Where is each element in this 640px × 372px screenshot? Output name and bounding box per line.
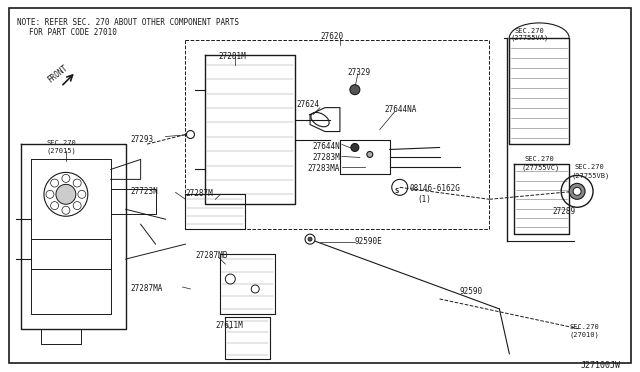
Text: J27100JW: J27100JW [581, 361, 621, 370]
Text: SEC.270: SEC.270 [515, 28, 544, 34]
Circle shape [252, 285, 259, 293]
Text: SEC.270: SEC.270 [574, 164, 604, 170]
Text: 08146-6162G: 08146-6162G [410, 185, 461, 193]
Text: 27293: 27293 [131, 135, 154, 144]
Text: (27755VA): (27755VA) [510, 35, 548, 41]
Circle shape [569, 183, 585, 199]
Circle shape [225, 274, 236, 284]
Text: 27289: 27289 [552, 207, 576, 216]
Text: 92590E: 92590E [355, 237, 383, 246]
Text: 27644N: 27644N [312, 141, 340, 151]
Circle shape [186, 131, 195, 138]
Text: (27755VB): (27755VB) [571, 172, 609, 179]
Text: SEC.270: SEC.270 [46, 140, 76, 145]
Circle shape [350, 85, 360, 94]
Text: 27620: 27620 [320, 32, 343, 41]
Text: 27723N: 27723N [131, 187, 159, 196]
Text: (27015): (27015) [46, 147, 76, 154]
Text: 27287M: 27287M [186, 189, 213, 198]
Text: 27287MA: 27287MA [131, 284, 163, 293]
Text: 27283M: 27283M [312, 154, 340, 163]
Circle shape [305, 234, 315, 244]
Text: 27287MB: 27287MB [195, 251, 228, 260]
Text: 27329: 27329 [348, 68, 371, 77]
Text: (1): (1) [418, 195, 431, 204]
Text: FOR PART CODE 27010: FOR PART CODE 27010 [29, 28, 117, 37]
Text: 92590: 92590 [460, 287, 483, 296]
Circle shape [56, 185, 76, 204]
Text: SEC.270: SEC.270 [569, 324, 599, 330]
Text: 27281M: 27281M [218, 52, 246, 61]
Circle shape [367, 151, 373, 157]
Text: SEC.270: SEC.270 [524, 157, 554, 163]
Text: 27611M: 27611M [216, 321, 243, 330]
Text: FRONT: FRONT [46, 63, 70, 85]
Text: 27624: 27624 [296, 100, 319, 109]
Circle shape [573, 187, 581, 195]
Text: NOTE: REFER SEC. 270 ABOUT OTHER COMPONENT PARTS: NOTE: REFER SEC. 270 ABOUT OTHER COMPONE… [17, 18, 239, 27]
Text: (27755VC): (27755VC) [522, 164, 559, 171]
Text: S: S [395, 188, 399, 194]
Text: (27010): (27010) [569, 332, 599, 339]
Circle shape [351, 144, 359, 151]
Circle shape [308, 237, 312, 241]
Text: 27644NA: 27644NA [385, 105, 417, 113]
Text: 27283MA: 27283MA [308, 164, 340, 173]
